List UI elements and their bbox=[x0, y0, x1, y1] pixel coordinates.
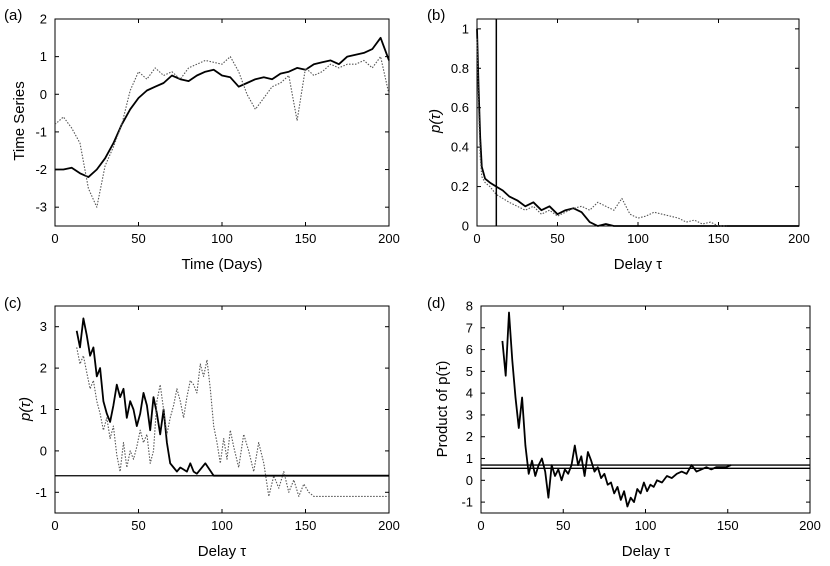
panel-d-ytick-label: 0 bbox=[466, 473, 473, 488]
panel-d-ytick-label: 6 bbox=[466, 342, 473, 357]
panel-b: (b) Delay τ p(τ) 0 50 100 150 200 0 0.2 0.4 0.6 0… bbox=[427, 7, 810, 273]
panel-a-ytick-label: 0 bbox=[40, 87, 47, 102]
panel-b-ytick-label: 0 bbox=[462, 219, 469, 234]
panel-d-ytick-label: 3 bbox=[466, 407, 473, 422]
panel-a-xlabel: Time (Days) bbox=[181, 256, 262, 273]
panel-b-xtick-label: 100 bbox=[627, 231, 649, 246]
panel-b-ytick-label: 0.2 bbox=[451, 179, 469, 194]
panel-b-ytick-label: 0.6 bbox=[451, 100, 469, 115]
panel-a-label: (a) bbox=[4, 7, 22, 24]
panel-b-ytick-label: 0.4 bbox=[451, 140, 469, 155]
panel-b-frame bbox=[476, 18, 800, 227]
panel-c-xtick-label: 0 bbox=[51, 518, 58, 533]
panel-c-xtick-label: 50 bbox=[131, 518, 145, 533]
panel-b-ytick-label: 1 bbox=[462, 21, 469, 36]
panel-d-ytick-label: 5 bbox=[466, 364, 473, 379]
panel-a: (a) Time (Days) Time Series 0 50 100 150 200… bbox=[4, 7, 400, 273]
panel-c: (c) Delay τ p(τ) 0 50 100 150 200 -1 0 1 2 3 bbox=[4, 295, 400, 560]
panel-b-ytick-label: 0.8 bbox=[451, 61, 469, 76]
panel-b-series-dotted bbox=[476, 38, 727, 227]
panel-b-xtick-label: 200 bbox=[788, 231, 810, 246]
panel-b-xlabel: Delay τ bbox=[614, 256, 663, 273]
panel-a-series-solid bbox=[55, 36, 390, 179]
panel-b-series-solid bbox=[476, 28, 799, 227]
panel-a-ytick-label: -3 bbox=[35, 200, 47, 215]
panel-a-xtick-label: 200 bbox=[378, 231, 400, 246]
panel-d-ytick-label: 7 bbox=[466, 320, 473, 335]
panel-d: (d) Delay τ Product of p(τ) 0 50 100 150 200… bbox=[427, 295, 821, 560]
panel-d-xtick-label: 100 bbox=[635, 518, 657, 533]
panel-a-xtick-label: 150 bbox=[295, 231, 317, 246]
panel-d-ytick-label: 1 bbox=[466, 451, 473, 466]
panel-c-ytick-label: 0 bbox=[40, 443, 47, 458]
panel-a-ylabel: Time Series bbox=[11, 81, 28, 160]
panel-a-xtick-label: 100 bbox=[211, 231, 233, 246]
panel-a-ytick-label: 2 bbox=[40, 12, 47, 27]
panel-c-label: (c) bbox=[4, 295, 22, 312]
panel-b-label: (b) bbox=[427, 7, 445, 24]
panel-a-frame bbox=[54, 18, 390, 227]
panel-b-ylabel: p(τ) bbox=[427, 109, 444, 134]
panel-c-ytick-label: 1 bbox=[40, 402, 47, 417]
panel-d-ytick-label: 4 bbox=[466, 386, 473, 401]
panel-d-ytick-label: 2 bbox=[466, 429, 473, 444]
panel-c-ytick-label: 2 bbox=[40, 361, 47, 376]
panel-a-series-dotted bbox=[54, 56, 390, 208]
panel-a-ytick-label: -1 bbox=[35, 124, 47, 139]
panel-c-xlabel: Delay τ bbox=[198, 543, 247, 560]
panel-c-ylabel: p(τ) bbox=[17, 397, 34, 422]
panel-d-xtick-label: 150 bbox=[717, 518, 739, 533]
panel-a-ytick-label: -2 bbox=[35, 162, 47, 177]
panel-a-xtick-label: 50 bbox=[131, 231, 145, 246]
panel-a-xtick-label: 0 bbox=[51, 231, 58, 246]
panel-d-ytick-label: -1 bbox=[461, 495, 473, 510]
panel-d-label: (d) bbox=[427, 295, 445, 312]
panel-c-xtick-label: 150 bbox=[295, 518, 317, 533]
panel-d-frame bbox=[480, 305, 811, 514]
panel-d-xlabel: Delay τ bbox=[622, 543, 671, 560]
panel-c-ytick-label: 3 bbox=[40, 319, 47, 334]
panel-d-xtick-label: 0 bbox=[477, 518, 484, 533]
panel-c-xtick-label: 200 bbox=[378, 518, 400, 533]
panel-d-series-solid bbox=[501, 311, 732, 508]
panel-c-ytick-label: -1 bbox=[35, 485, 47, 500]
panel-b-xtick-label: 50 bbox=[550, 231, 564, 246]
panel-a-ytick-label: 1 bbox=[40, 49, 47, 64]
panel-d-xtick-label: 200 bbox=[799, 518, 821, 533]
panel-c-series-solid bbox=[75, 317, 389, 477]
panel-c-xtick-label: 100 bbox=[211, 518, 233, 533]
panel-d-ylabel: Product of p(τ) bbox=[434, 361, 451, 458]
panel-b-xtick-label: 0 bbox=[473, 231, 480, 246]
panel-d-ytick-label: 8 bbox=[466, 299, 473, 314]
panel-c-series-dotted bbox=[76, 347, 389, 497]
panel-b-xtick-label: 150 bbox=[708, 231, 730, 246]
panel-d-xtick-label: 50 bbox=[556, 518, 570, 533]
